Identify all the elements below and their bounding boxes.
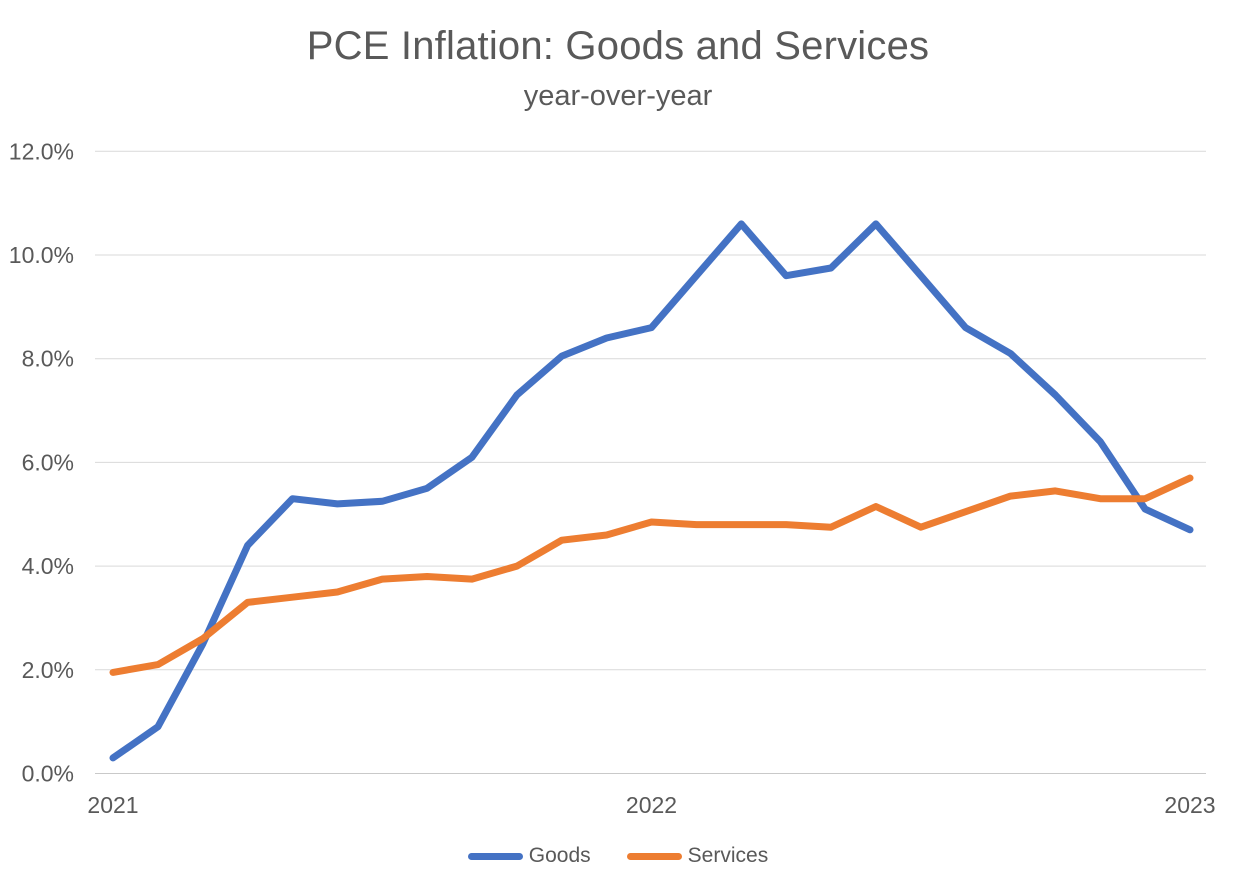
y-axis-tick-label: 2.0% (22, 657, 74, 683)
goods-line (109, 220, 1194, 762)
y-axis-tick-label: 12.0% (9, 138, 74, 164)
x-axis-tick-label: 2021 (87, 792, 138, 818)
chart-legend: Goods Services (0, 844, 1236, 868)
y-axis-tick-label: 4.0% (22, 553, 74, 579)
legend-label-goods: Goods (528, 844, 591, 867)
x-axis-tick-label: 2023 (1164, 792, 1215, 818)
y-axis-tick-label: 8.0% (22, 346, 74, 372)
services-line-swatch (626, 852, 682, 860)
legend-item-goods: Goods (467, 844, 591, 868)
legend-item-services: Services (626, 844, 769, 868)
y-axis-tick-label: 0.0% (22, 761, 74, 787)
y-axis-tick-label: 10.0% (9, 242, 74, 268)
services-line (109, 474, 1194, 676)
chart-title: PCE Inflation: Goods and Services (306, 24, 930, 68)
goods-line-swatch (467, 852, 523, 860)
x-axis-tick-label: 2022 (626, 792, 677, 818)
chart-subtitle: year-over-year (523, 80, 713, 112)
y-axis-tick-label: 6.0% (22, 449, 74, 475)
legend-label-services: Services (687, 844, 769, 867)
